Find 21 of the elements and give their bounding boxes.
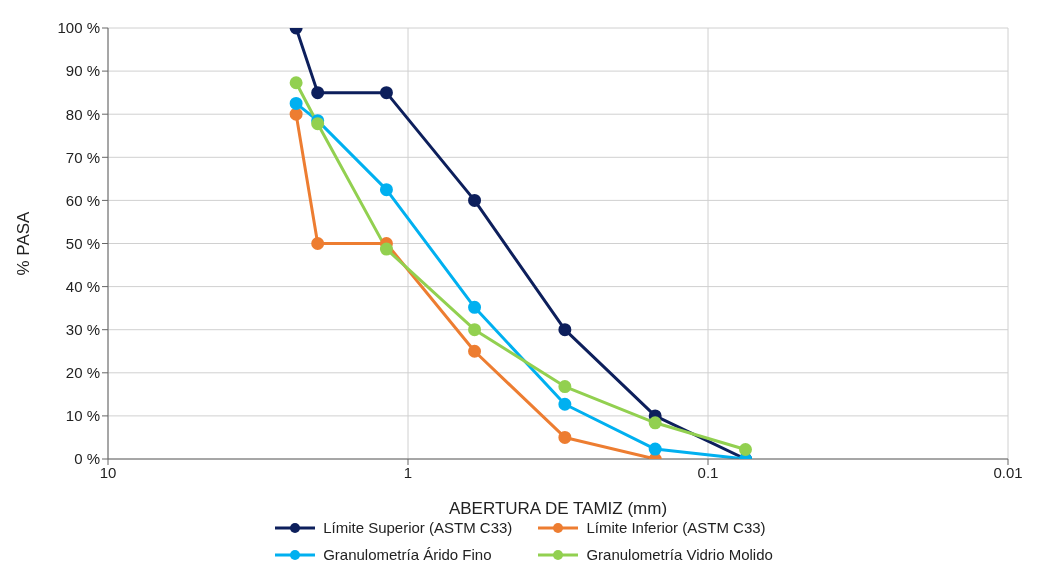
y-tick-label: 20 % <box>65 364 100 382</box>
y-tick-label: 30 % <box>65 321 100 339</box>
y-tick-label: 80 % <box>65 105 100 123</box>
y-tick-label: 50 % <box>65 234 100 252</box>
y-tick-label: 70 % <box>65 148 100 166</box>
y-tick-label: 40 % <box>65 277 100 295</box>
y-tick-label: 10 % <box>65 407 100 425</box>
legend-label: Límite Superior (ASTM C33) <box>323 519 513 536</box>
legend-label: Granulometría Árido Fino <box>323 546 492 563</box>
x-axis-title: ABERTURA DE TAMIZ (mm) <box>448 499 668 518</box>
x-tick-label: 0.01 <box>993 463 1023 481</box>
y-tick-label: 0 % <box>74 450 100 468</box>
legend-label: Límite Inferior (ASTM C33) <box>586 519 766 536</box>
y-tick-label: 100 % <box>57 19 100 37</box>
legend-label: Granulometría Vidrio Molido <box>586 546 773 563</box>
y-tick-label: 90 % <box>65 62 100 80</box>
y-axis-title: % PASA <box>14 210 34 276</box>
x-tick-label: 0.1 <box>697 463 719 481</box>
y-tick-label: 60 % <box>65 191 100 209</box>
x-tick-label: 1 <box>403 463 413 481</box>
x-tick-label: 10 <box>99 463 117 481</box>
